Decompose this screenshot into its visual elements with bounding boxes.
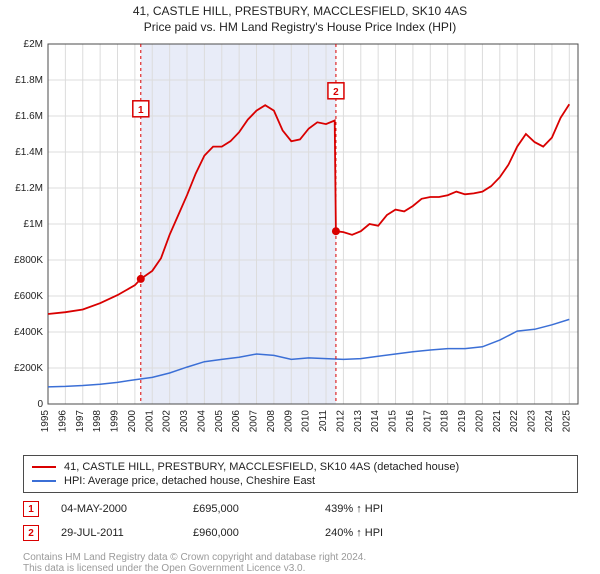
sale-pct-1: 439% ↑ HPI: [325, 503, 435, 515]
svg-text:£200K: £200K: [14, 363, 43, 374]
svg-text:£1M: £1M: [24, 219, 43, 230]
legend-label-1: 41, CASTLE HILL, PRESTBURY, MACCLESFIELD…: [64, 461, 459, 473]
svg-text:1996: 1996: [57, 410, 68, 433]
sales-list: 1 04-MAY-2000 £695,000 439% ↑ HPI 2 29-J…: [23, 499, 600, 547]
sale-pct-2: 240% ↑ HPI: [325, 527, 435, 539]
svg-text:2008: 2008: [266, 410, 277, 433]
sale-price-2: £960,000: [193, 527, 303, 539]
chart-plot: 0 £200K £400K £600K £800K £1M £1.2M £1.4M £1.6M £…: [0, 34, 600, 449]
svg-text:2019: 2019: [457, 410, 468, 433]
svg-text:1999: 1999: [110, 410, 121, 433]
sale-marker-1: 1: [23, 501, 39, 517]
svg-text:2004: 2004: [196, 410, 207, 433]
svg-text:2016: 2016: [405, 410, 416, 433]
legend-label-2: HPI: Average price, detached house, Ches…: [64, 475, 315, 487]
sale-row-2: 2 29-JUL-2011 £960,000 240% ↑ HPI: [23, 523, 600, 547]
svg-text:0: 0: [37, 399, 43, 410]
svg-text:2013: 2013: [353, 410, 364, 433]
svg-text:2015: 2015: [388, 410, 399, 433]
svg-text:2000: 2000: [127, 410, 138, 433]
sale-price-1: £695,000: [193, 503, 303, 515]
svg-text:2017: 2017: [422, 410, 433, 433]
legend-item-2: HPI: Average price, detached house, Ches…: [32, 474, 569, 488]
svg-text:2009: 2009: [283, 410, 294, 433]
footer-line-1: Contains HM Land Registry data © Crown c…: [23, 552, 600, 563]
svg-text:2003: 2003: [179, 410, 190, 433]
svg-text:2014: 2014: [370, 410, 381, 433]
legend-item-1: 41, CASTLE HILL, PRESTBURY, MACCLESFIELD…: [32, 460, 569, 474]
chart-title-line1: 41, CASTLE HILL, PRESTBURY, MACCLESFIELD…: [0, 0, 600, 18]
sale-marker-2: 2: [23, 525, 39, 541]
svg-text:£1.8M: £1.8M: [15, 75, 43, 86]
svg-text:2022: 2022: [509, 410, 520, 433]
svg-text:£1.6M: £1.6M: [15, 111, 43, 122]
sale-row-1: 1 04-MAY-2000 £695,000 439% ↑ HPI: [23, 499, 600, 523]
svg-text:£600K: £600K: [14, 291, 43, 302]
svg-text:2024: 2024: [544, 410, 555, 433]
footer-line-2: This data is licensed under the Open Gov…: [23, 563, 600, 574]
svg-text:£400K: £400K: [14, 327, 43, 338]
sale-date-1: 04-MAY-2000: [61, 503, 171, 515]
svg-text:£1.4M: £1.4M: [15, 147, 43, 158]
chart-title-line2: Price paid vs. HM Land Registry's House …: [0, 18, 600, 34]
chart-container: 41, CASTLE HILL, PRESTBURY, MACCLESFIELD…: [0, 0, 600, 560]
svg-text:1995: 1995: [40, 410, 51, 433]
svg-text:1998: 1998: [92, 410, 103, 433]
svg-text:2023: 2023: [527, 410, 538, 433]
svg-text:2005: 2005: [214, 410, 225, 433]
svg-text:2001: 2001: [144, 410, 155, 433]
footer: Contains HM Land Registry data © Crown c…: [23, 552, 600, 574]
legend: 41, CASTLE HILL, PRESTBURY, MACCLESFIELD…: [23, 455, 578, 493]
svg-text:2002: 2002: [162, 410, 173, 433]
svg-text:£800K: £800K: [14, 255, 43, 266]
svg-text:1: 1: [138, 105, 144, 116]
svg-text:2021: 2021: [492, 410, 503, 433]
sale-date-2: 29-JUL-2011: [61, 527, 171, 539]
svg-text:2020: 2020: [474, 410, 485, 433]
svg-text:2: 2: [333, 87, 339, 98]
svg-text:2007: 2007: [249, 410, 260, 433]
svg-text:£1.2M: £1.2M: [15, 183, 43, 194]
svg-text:2025: 2025: [561, 410, 572, 433]
svg-text:2010: 2010: [301, 410, 312, 433]
svg-text:2006: 2006: [231, 410, 242, 433]
svg-text:£2M: £2M: [24, 39, 43, 50]
svg-text:2011: 2011: [318, 410, 329, 432]
legend-swatch-2: [32, 480, 56, 482]
legend-swatch-1: [32, 466, 56, 468]
svg-text:2018: 2018: [440, 410, 451, 433]
svg-text:1997: 1997: [75, 410, 86, 433]
svg-text:2012: 2012: [335, 410, 346, 433]
